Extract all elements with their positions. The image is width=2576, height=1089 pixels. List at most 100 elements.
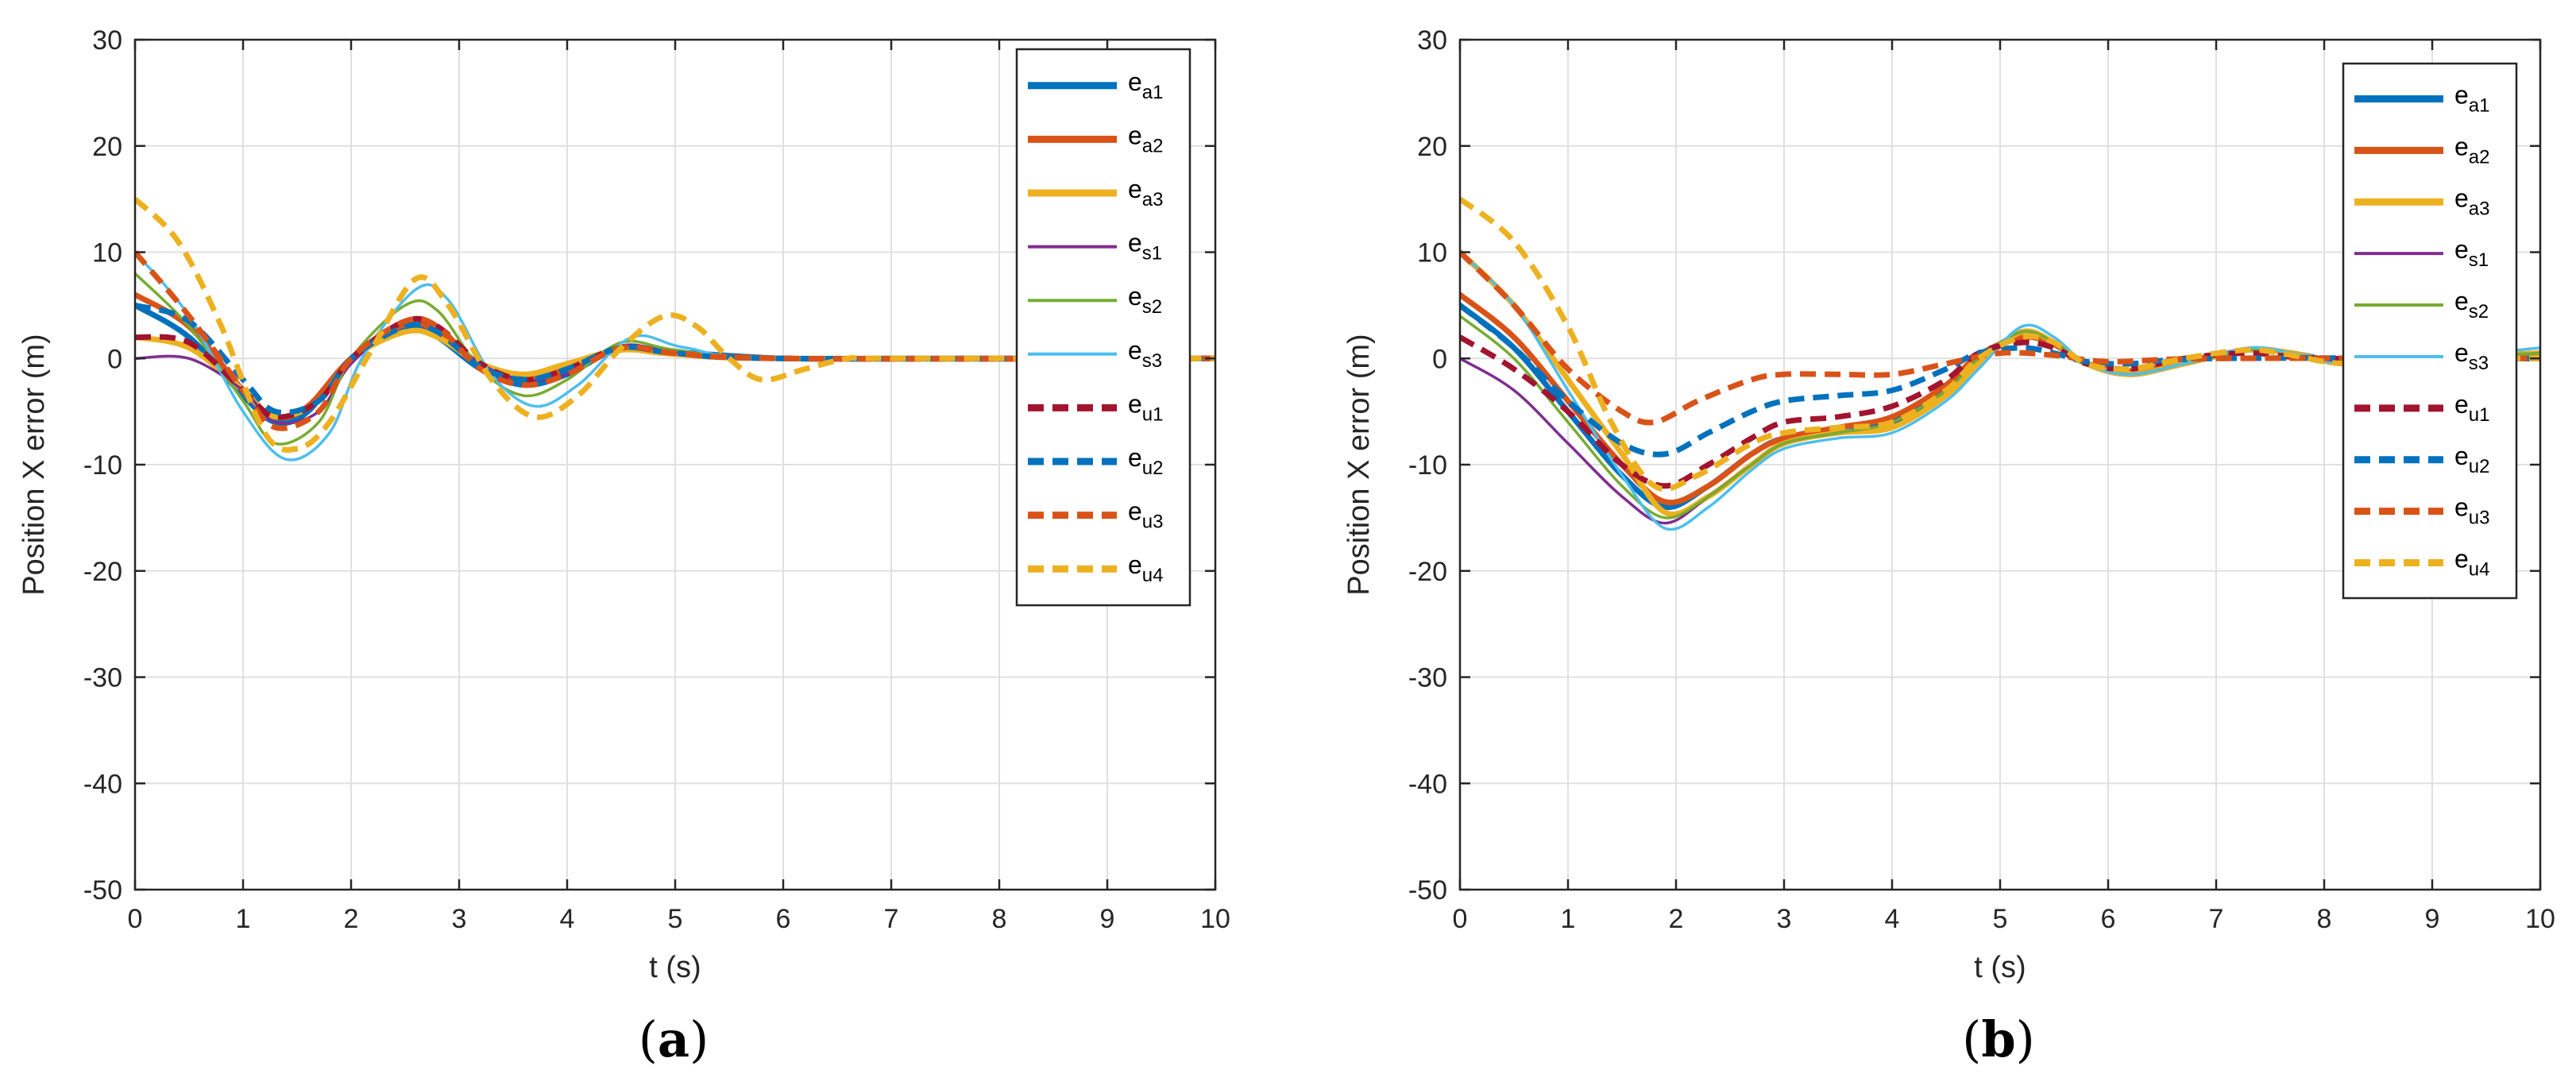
x-tick-label: 0 bbox=[128, 904, 143, 934]
legend-label-sub: u3 bbox=[1142, 512, 1164, 533]
legend-label-eu1: eu1 bbox=[1128, 389, 1164, 425]
legend-label-es1: es1 bbox=[2454, 235, 2489, 271]
x-tick-label: 2 bbox=[344, 904, 359, 934]
y-axis-label: Position X error (m) bbox=[1342, 334, 1376, 595]
legend-item-ea2: ea2 bbox=[2354, 132, 2490, 168]
series-eu2-line bbox=[135, 302, 1215, 415]
x-tick-label: 1 bbox=[1561, 904, 1576, 934]
x-tick-label: 10 bbox=[1200, 904, 1230, 934]
panel-caption: (a) bbox=[639, 1010, 709, 1068]
legend-label-eu4: eu4 bbox=[2454, 545, 2490, 581]
legend-label-main: e bbox=[2454, 338, 2469, 367]
series-lines bbox=[135, 197, 1215, 461]
panel-a: 0 1 2 3 4 5 6 7 8 9 10 30 20 10 0 -10 -20 -30 -40 -50 t (s) P… bbox=[17, 25, 1230, 1068]
x-tick-label: 7 bbox=[884, 904, 899, 934]
y-tick-label: 20 bbox=[1417, 132, 1447, 162]
x-axis-label: t (s) bbox=[1974, 951, 2026, 984]
legend-label-es1: es1 bbox=[1128, 229, 1162, 265]
legend-label-sub: s3 bbox=[2469, 353, 2489, 374]
legend-label-sub: u2 bbox=[2469, 456, 2490, 477]
legend-label-eu3: eu3 bbox=[2454, 493, 2490, 529]
legend-item-eu1: eu1 bbox=[1028, 389, 1164, 425]
y-tick-label: -10 bbox=[83, 450, 122, 481]
y-tick-label: 0 bbox=[107, 344, 122, 374]
legend-label-main: e bbox=[1128, 550, 1142, 579]
legend-item-eu3: eu3 bbox=[1028, 497, 1164, 533]
legend-label-es2: es2 bbox=[1128, 282, 1162, 318]
series-eu1-line bbox=[1460, 334, 2540, 489]
legend-label-ea2: ea2 bbox=[2454, 132, 2490, 168]
series-lines bbox=[1460, 196, 2540, 531]
legend-label-sub: a2 bbox=[2469, 146, 2490, 168]
y-tick-label: 30 bbox=[92, 25, 122, 56]
legend-label-es2: es2 bbox=[2454, 287, 2489, 322]
legend-label-main: e bbox=[1128, 68, 1142, 96]
x-tick-label: 5 bbox=[1993, 904, 2008, 934]
panel-b: 0 1 2 3 4 5 6 7 8 9 10 30 20 10 0 -10 -20 -30 -40 -50 t (s) P… bbox=[1342, 25, 2555, 1068]
x-tick-label: 6 bbox=[2101, 904, 2116, 934]
legend-item-es1: es1 bbox=[2354, 235, 2489, 271]
series-eu2-line bbox=[1460, 303, 2540, 458]
legend-label-main: e bbox=[1128, 121, 1142, 149]
x-tick-label: 7 bbox=[2209, 904, 2224, 934]
y-tick-label: -20 bbox=[1408, 557, 1447, 587]
x-tick-label: 8 bbox=[2317, 904, 2332, 934]
legend-label-main: e bbox=[2454, 132, 2469, 160]
legend-label-main: e bbox=[2454, 235, 2469, 264]
caption-close-paren: ) bbox=[689, 1010, 709, 1068]
y-tick-label: -10 bbox=[1408, 450, 1447, 481]
series-eu4-line bbox=[135, 197, 1215, 453]
legend-item-eu2: eu2 bbox=[1028, 443, 1164, 479]
x-tick-label: 2 bbox=[1669, 904, 1684, 934]
legend-item-es2: es2 bbox=[2354, 287, 2489, 322]
x-tick-label: 8 bbox=[992, 904, 1007, 934]
legend-label-main: e bbox=[2454, 390, 2469, 419]
legend-label-sub: a2 bbox=[1142, 135, 1164, 156]
y-tick-label: 10 bbox=[92, 238, 122, 268]
legend-item-es3: es3 bbox=[1028, 336, 1162, 372]
legend-item-eu1: eu1 bbox=[2354, 390, 2490, 426]
legend-label-eu4: eu4 bbox=[1128, 550, 1164, 586]
legend-label-ea3: ea3 bbox=[1128, 175, 1164, 210]
legend-label-es3: es3 bbox=[1128, 336, 1162, 372]
legend-label-sub: u3 bbox=[2469, 508, 2490, 529]
legend-label-sub: u4 bbox=[2469, 559, 2490, 581]
legend-label-main: e bbox=[1128, 389, 1142, 418]
y-axis-label: Position X error (m) bbox=[17, 334, 51, 595]
x-tick-label: 1 bbox=[236, 904, 251, 934]
legend-label-sub: s1 bbox=[2469, 249, 2489, 271]
series-eu3-line bbox=[135, 250, 1215, 431]
legend-box bbox=[1015, 48, 1191, 607]
x-tick-label: 3 bbox=[452, 904, 467, 934]
y-tick-label: 20 bbox=[92, 132, 122, 162]
legend-label-main: e bbox=[2454, 493, 2469, 522]
legend-label-ea2: ea2 bbox=[1128, 121, 1164, 156]
legend-label-sub: u2 bbox=[1142, 458, 1164, 479]
y-tick-label: -30 bbox=[1408, 663, 1447, 693]
y-tick-label: -20 bbox=[83, 557, 122, 587]
y-tick-label: -50 bbox=[1408, 875, 1447, 906]
legend-label-ea1: ea1 bbox=[1128, 68, 1164, 103]
series-eu4-line bbox=[1460, 196, 2540, 492]
legend-item-ea1: ea1 bbox=[1028, 68, 1164, 103]
caption-open-paren: ( bbox=[639, 1010, 658, 1068]
caption-close-paren: ) bbox=[2016, 1010, 2035, 1068]
y-tick-label: -30 bbox=[83, 663, 122, 693]
legend-label-eu3: eu3 bbox=[1128, 497, 1164, 533]
legend-label-sub: s1 bbox=[1142, 243, 1162, 265]
legend-label-main: e bbox=[1128, 336, 1142, 365]
legend-label-main: e bbox=[2454, 442, 2469, 470]
legend-label-sub: u1 bbox=[2469, 404, 2490, 426]
legend-item-ea2: ea2 bbox=[1028, 121, 1164, 156]
legend-label-main: e bbox=[2454, 287, 2469, 315]
legend-label-eu1: eu1 bbox=[2454, 390, 2490, 426]
legend-item-eu4: eu4 bbox=[2354, 545, 2490, 581]
legend-label-sub: a1 bbox=[2469, 95, 2490, 116]
x-tick-label: 9 bbox=[1100, 904, 1115, 934]
y-tick-label: 10 bbox=[1417, 238, 1447, 268]
series-eu3-line bbox=[1460, 250, 2540, 426]
legend-label-sub: a1 bbox=[1142, 82, 1164, 103]
y-tick-label: 0 bbox=[1432, 344, 1447, 374]
